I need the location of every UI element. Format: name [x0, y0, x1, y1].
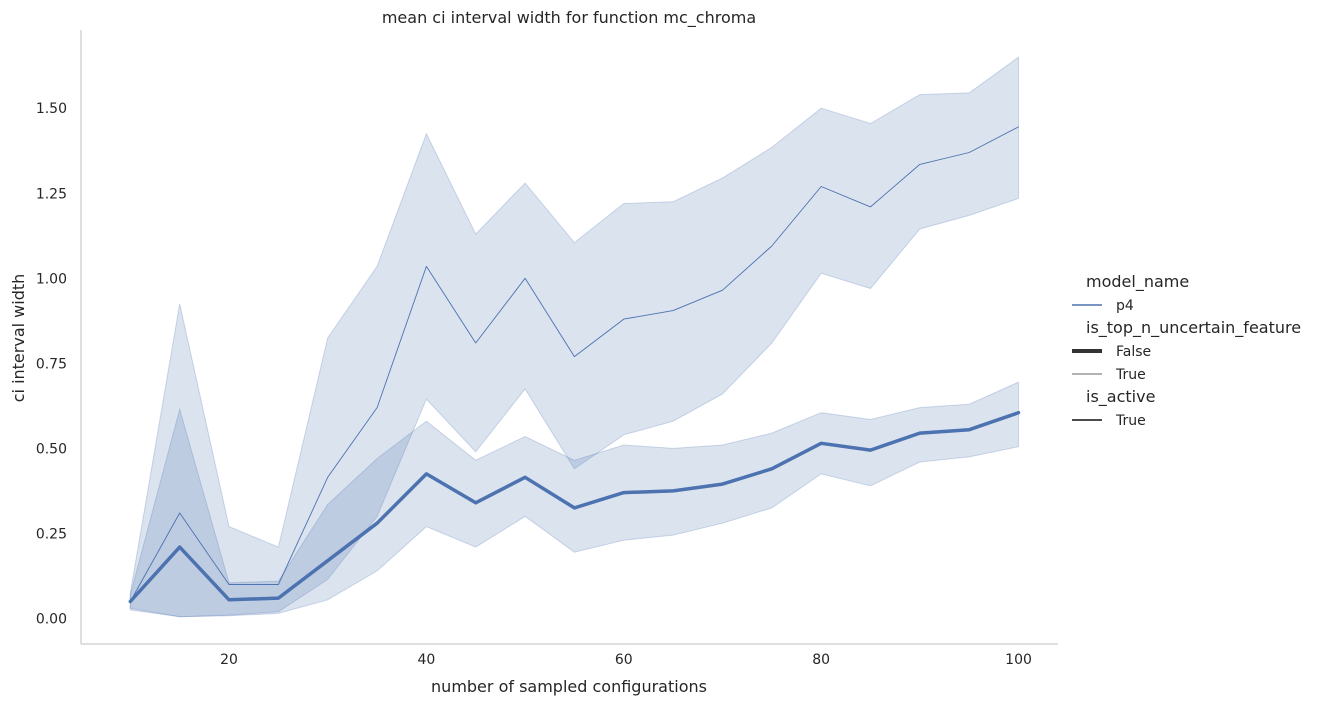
x-tick-label: 100 — [1005, 652, 1032, 668]
legend-entry-label: False — [1116, 344, 1151, 360]
x-tick-label: 60 — [615, 652, 633, 668]
legend-entry-label: True — [1115, 367, 1146, 383]
y-tick-label: 0.00 — [36, 611, 67, 627]
legend-section-title: model_name — [1086, 272, 1189, 292]
y-tick-label: 1.50 — [36, 101, 67, 117]
y-tick-label: 0.75 — [36, 356, 67, 372]
series-line-2 — [129, 126, 1019, 602]
ci-band-2 — [129, 56, 1019, 618]
y-axis-label: ci interval width — [9, 274, 28, 403]
chart-title: mean ci interval width for function mc_c… — [382, 8, 756, 28]
x-axis-label: number of sampled configurations — [431, 677, 707, 696]
y-tick-label: 1.25 — [36, 186, 67, 202]
legend-entry-label: p4 — [1116, 298, 1134, 314]
legend-section-title: is_active — [1086, 387, 1155, 407]
legend-section-title: is_top_n_uncertain_feature — [1086, 318, 1301, 338]
series-line-1 — [128, 410, 1021, 604]
y-tick-label: 1.00 — [36, 271, 67, 287]
x-axis-ticks: 20 40 60 80 100 — [220, 652, 1032, 668]
y-axis-ticks: 0.00 0.25 0.50 0.75 1.00 1.25 1.50 — [36, 101, 67, 627]
ci-band-1 — [129, 381, 1019, 618]
series-lines — [128, 126, 1021, 604]
x-tick-label: 80 — [812, 652, 830, 668]
y-tick-label: 0.50 — [36, 441, 67, 457]
legend: model_name p4 is_top_n_uncertain_feature Fa… — [1072, 272, 1301, 429]
x-tick-label: 40 — [417, 652, 435, 668]
legend-entry-label: True — [1115, 413, 1146, 429]
x-tick-label: 20 — [220, 652, 238, 668]
y-tick-label: 0.25 — [36, 526, 67, 542]
ci-bands — [129, 56, 1019, 618]
